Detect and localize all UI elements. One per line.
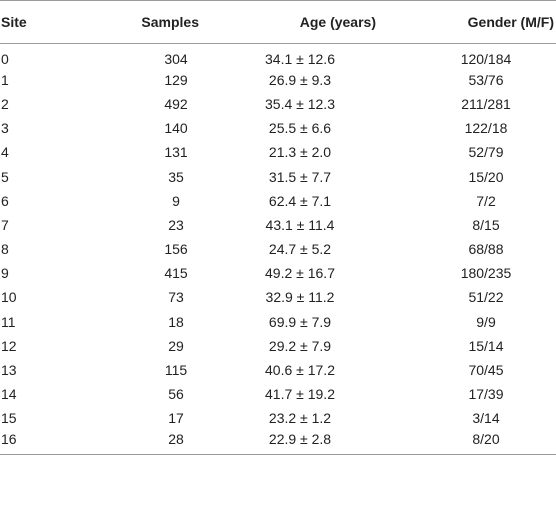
- cell-site: 9: [1, 265, 9, 282]
- cell-age: 43.1 ± 11.4: [265, 216, 335, 233]
- cell-age: 32.9 ± 11.2: [265, 289, 335, 306]
- cell-samples: 492: [164, 95, 188, 112]
- cell-samples: 17: [168, 410, 184, 427]
- cell-age: 24.7 ± 5.2: [268, 241, 332, 258]
- cell-age: 29.2 ± 7.9: [268, 337, 332, 354]
- table-row: 10 73 32.9 ± 11.2 51/22: [0, 285, 556, 309]
- cell-age: 34.1 ± 12.6: [265, 50, 335, 67]
- cell-samples: 156: [164, 241, 188, 258]
- table-row: 14 56 41.7 ± 19.2 17/39: [0, 382, 556, 406]
- cell-site: 1: [1, 71, 9, 88]
- cell-site: 4: [1, 144, 9, 161]
- cell-site: 5: [1, 168, 9, 185]
- cell-samples: 129: [164, 71, 188, 88]
- cell-age: 22.9 ± 2.8: [268, 431, 332, 448]
- header-row: Site Samples Age (years) Gender (M/F): [0, 0, 556, 44]
- cell-samples: 115: [164, 362, 188, 379]
- cell-site: 0: [1, 50, 9, 67]
- table-row: 9 415 49.2 ± 16.7 180/235: [0, 261, 556, 285]
- cell-site: 3: [1, 120, 9, 137]
- cell-samples: 304: [164, 50, 188, 67]
- cell-gender: 211/281: [461, 95, 511, 112]
- cell-samples: 18: [168, 313, 184, 330]
- site-demographics-table: Site Samples Age (years) Gender (M/F) 0 …: [0, 0, 556, 455]
- cell-site: 11: [1, 313, 16, 330]
- cell-samples: 9: [172, 192, 180, 209]
- cell-gender: 122/18: [464, 120, 508, 137]
- cell-age: 49.2 ± 16.7: [265, 265, 335, 282]
- table-row: 15 17 23.2 ± 1.2 3/14: [0, 406, 556, 430]
- header-samples: Samples: [141, 14, 199, 30]
- cell-age: 21.3 ± 2.0: [268, 144, 332, 161]
- cell-gender: 180/235: [460, 265, 512, 282]
- cell-age: 62.4 ± 7.1: [268, 192, 332, 209]
- table-row: 3 140 25.5 ± 6.6 122/18: [0, 116, 556, 140]
- cell-site: 2: [1, 95, 9, 112]
- cell-gender: 68/88: [468, 241, 504, 258]
- header-site: Site: [1, 14, 27, 30]
- table-row: 4 131 21.3 ± 2.0 52/79: [0, 140, 556, 164]
- cell-samples: 23: [168, 216, 184, 233]
- cell-age: 41.7 ± 19.2: [265, 386, 335, 403]
- cell-gender: 53/76: [468, 71, 504, 88]
- cell-gender: 9/9: [476, 313, 496, 330]
- cell-samples: 28: [168, 431, 184, 448]
- cell-gender: 52/79: [468, 144, 504, 161]
- cell-gender: 120/184: [460, 50, 512, 67]
- cell-samples: 56: [168, 386, 184, 403]
- cell-gender: 15/14: [468, 337, 504, 354]
- table-row: 16 28 22.9 ± 2.8 8/20: [0, 431, 556, 455]
- cell-age: 69.9 ± 7.9: [268, 313, 332, 330]
- cell-age: 25.5 ± 6.6: [268, 120, 332, 137]
- cell-age: 23.2 ± 1.2: [268, 410, 332, 427]
- cell-age: 40.6 ± 17.2: [265, 362, 335, 379]
- header-gender: Gender (M/F): [467, 14, 554, 30]
- table-row: 13 115 40.6 ± 17.2 70/45: [0, 358, 556, 382]
- cell-site: 7: [1, 216, 9, 233]
- cell-site: 6: [1, 192, 9, 209]
- cell-samples: 35: [168, 168, 184, 185]
- cell-age: 31.5 ± 7.7: [268, 168, 332, 185]
- table-row: 12 29 29.2 ± 7.9 15/14: [0, 334, 556, 358]
- cell-age: 35.4 ± 12.3: [265, 95, 335, 112]
- table-row: 7 23 43.1 ± 11.4 8/15: [0, 213, 556, 237]
- table-body: 0 304 34.1 ± 12.6 120/184 1 129 26.9 ± 9…: [0, 44, 556, 455]
- table-header: Site Samples Age (years) Gender (M/F): [0, 0, 556, 44]
- cell-gender: 15/20: [468, 168, 504, 185]
- cell-gender: 3/14: [472, 410, 500, 427]
- cell-gender: 70/45: [468, 362, 504, 379]
- cell-site: 10: [1, 289, 17, 306]
- table-row: 2 492 35.4 ± 12.3 211/281: [0, 92, 556, 116]
- cell-samples: 140: [164, 120, 188, 137]
- cell-site: 12: [1, 337, 17, 354]
- cell-samples: 415: [164, 265, 188, 282]
- table-row: 11 18 69.9 ± 7.9 9/9: [0, 310, 556, 334]
- cell-gender: 51/22: [468, 289, 504, 306]
- cell-samples: 131: [164, 144, 188, 161]
- cell-samples: 29: [168, 337, 184, 354]
- cell-gender: 8/20: [472, 431, 500, 448]
- table-row: 5 35 31.5 ± 7.7 15/20: [0, 164, 556, 188]
- cell-site: 16: [1, 431, 17, 448]
- cell-gender: 7/2: [476, 192, 496, 209]
- header-age: Age (years): [299, 14, 376, 30]
- table-row: 8 156 24.7 ± 5.2 68/88: [0, 237, 556, 261]
- cell-age: 26.9 ± 9.3: [268, 71, 332, 88]
- cell-site: 15: [1, 410, 17, 427]
- table-row: 0 304 34.1 ± 12.6 120/184: [0, 44, 556, 68]
- table-row: 6 9 62.4 ± 7.1 7/2: [0, 189, 556, 213]
- cell-site: 13: [1, 362, 17, 379]
- cell-site: 14: [1, 386, 17, 403]
- cell-site: 8: [1, 241, 9, 258]
- cell-gender: 17/39: [468, 386, 504, 403]
- table-row: 1 129 26.9 ± 9.3 53/76: [0, 68, 556, 92]
- cell-samples: 73: [168, 289, 184, 306]
- cell-gender: 8/15: [472, 216, 500, 233]
